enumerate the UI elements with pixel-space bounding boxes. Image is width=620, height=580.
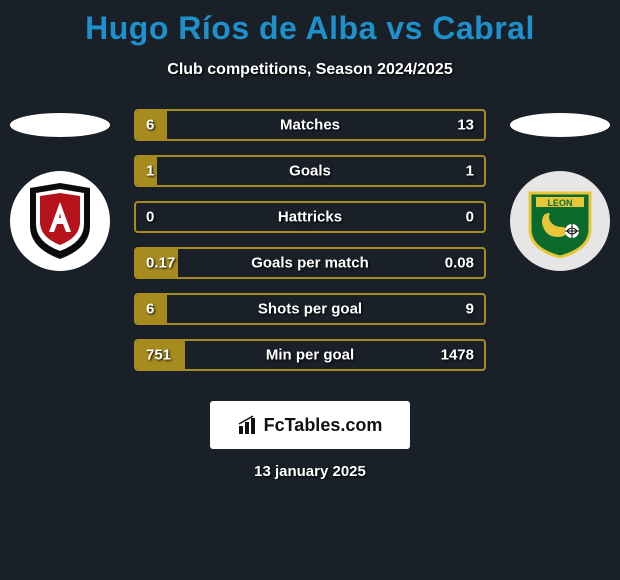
stat-label: Matches bbox=[136, 117, 484, 134]
comparison-panel: LEON 6Matches13 1Goals1 0Hattricks0 0.17Goa… bbox=[0, 103, 620, 383]
stat-value-right: 1478 bbox=[441, 347, 474, 364]
stat-value-right: 9 bbox=[466, 301, 474, 318]
chart-icon bbox=[238, 415, 260, 435]
stat-label: Shots per goal bbox=[136, 301, 484, 318]
player-right-column: LEON bbox=[500, 103, 620, 271]
shadow-ellipse-left bbox=[10, 113, 110, 137]
stat-value-right: 1 bbox=[466, 163, 474, 180]
atlas-shield-icon bbox=[25, 182, 95, 260]
stat-label: Hattricks bbox=[136, 209, 484, 226]
shadow-ellipse-right bbox=[510, 113, 610, 137]
date-label: 13 january 2025 bbox=[0, 463, 620, 480]
stat-value-right: 0 bbox=[466, 209, 474, 226]
brand-text: FcTables.com bbox=[264, 415, 383, 436]
subtitle: Club competitions, Season 2024/2025 bbox=[0, 61, 620, 79]
brand-label: FcTables.com bbox=[238, 415, 383, 436]
crest-left bbox=[10, 171, 110, 271]
leon-crest-icon: LEON bbox=[520, 181, 600, 261]
stat-row: 0Hattricks0 bbox=[134, 201, 486, 233]
stats-list: 6Matches13 1Goals1 0Hattricks0 0.17Goals pe… bbox=[134, 109, 486, 371]
stat-row: 6Shots per goal9 bbox=[134, 293, 486, 325]
svg-text:LEON: LEON bbox=[547, 198, 572, 208]
stat-label: Min per goal bbox=[136, 347, 484, 364]
stat-row: 0.17Goals per match0.08 bbox=[134, 247, 486, 279]
page-title: Hugo Ríos de Alba vs Cabral bbox=[0, 0, 620, 47]
player-left-column bbox=[0, 103, 120, 271]
brand-box[interactable]: FcTables.com bbox=[210, 401, 410, 449]
stat-value-right: 0.08 bbox=[445, 255, 474, 272]
stat-value-right: 13 bbox=[457, 117, 474, 134]
stat-label: Goals per match bbox=[136, 255, 484, 272]
stat-row: 1Goals1 bbox=[134, 155, 486, 187]
stat-row: 6Matches13 bbox=[134, 109, 486, 141]
stat-row: 751Min per goal1478 bbox=[134, 339, 486, 371]
stat-label: Goals bbox=[136, 163, 484, 180]
crest-right: LEON bbox=[510, 171, 610, 271]
